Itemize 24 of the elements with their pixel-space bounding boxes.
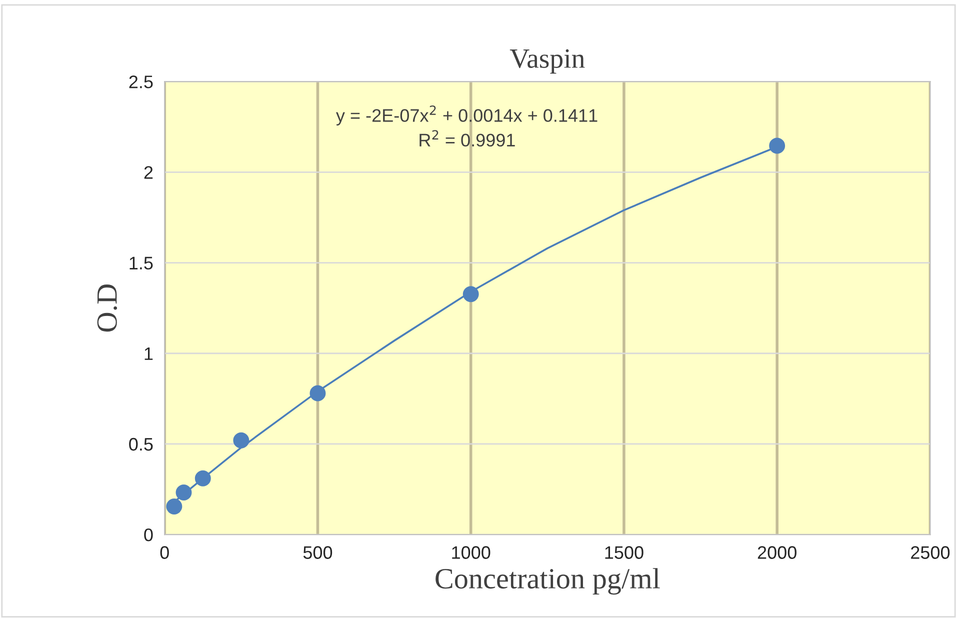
- point: [176, 484, 192, 501]
- point: [233, 432, 250, 448]
- y-tick-label: 1.5: [130, 256, 153, 270]
- annotation: R$^{2}$ = 0.9991: [420, 130, 515, 147]
- point: [166, 498, 182, 514]
- x-tick-label: 0: [160, 546, 169, 559]
- x-tick-label: 1500: [605, 546, 644, 559]
- y-tick-label: 2: [144, 166, 153, 179]
- y-tick-label: 2.5: [129, 76, 153, 88]
- y-tick-label: 1: [144, 347, 153, 360]
- annotation: y = -2E-07x$^{2}$ + 0.0014x + 0.1411: [336, 105, 598, 126]
- point: [769, 138, 786, 154]
- x-tick-label: 2000: [758, 546, 796, 559]
- y-tick-label: 0.5: [129, 438, 153, 451]
- chart-title: Vaspin: [510, 49, 585, 74]
- x-tick-label: 1000: [452, 546, 490, 559]
- point: [194, 470, 211, 486]
- x-tick-label: 500: [303, 546, 332, 559]
- x-axis-title: Concetration pg/ml: [436, 568, 660, 595]
- point: [462, 286, 479, 302]
- y-tick-label: 0: [144, 528, 153, 542]
- x-tick-label: 2500: [911, 546, 950, 559]
- y-axis-title: O.D: [97, 284, 118, 332]
- point: [310, 385, 326, 402]
